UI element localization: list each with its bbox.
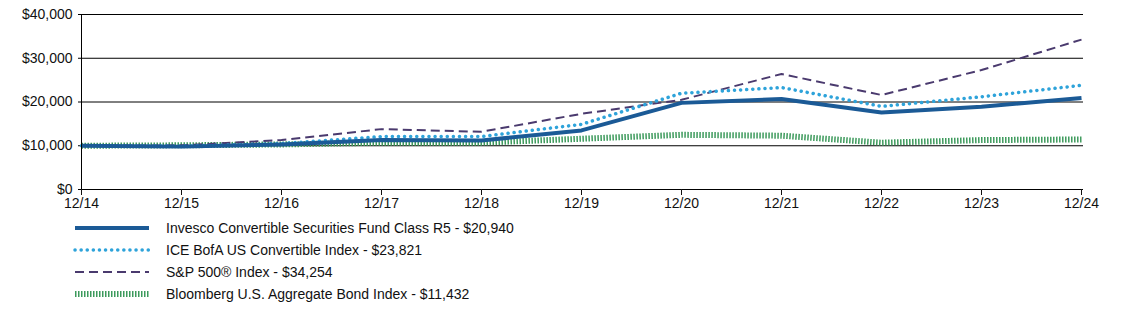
html-text:Bloomberg U.S. Aggregate Bond: Bloomberg U.S. Aggregate Bond Index - $1… <box>166 286 470 302</box>
svg-text:12/19: 12/19 <box>564 195 599 211</box>
html-text:S&P 500® Index - $34,254: S&P 500® Index - $34,254 <box>166 264 333 280</box>
svg-text:12/22: 12/22 <box>864 195 899 211</box>
svg-text:$40,000: $40,000 <box>22 6 73 22</box>
svg-text:12/21: 12/21 <box>764 195 799 211</box>
html-text:ICE BofA US Convertible Index: ICE BofA US Convertible Index - $23,821 <box>166 242 422 258</box>
html-text:Invesco Convertible Securities: Invesco Convertible Securities Fund Clas… <box>166 220 514 236</box>
svg-text:$0: $0 <box>57 181 73 197</box>
svg-text:12/15: 12/15 <box>164 195 199 211</box>
svg-text:12/14: 12/14 <box>64 195 99 211</box>
svg-text:12/23: 12/23 <box>964 195 999 211</box>
svg-text:$20,000: $20,000 <box>22 93 73 109</box>
svg-text:12/18: 12/18 <box>464 195 499 211</box>
svg-text:12/17: 12/17 <box>364 195 399 211</box>
svg-text:$30,000: $30,000 <box>22 50 73 66</box>
svg-text:12/20: 12/20 <box>664 195 699 211</box>
svg-text:12/24: 12/24 <box>1064 195 1099 211</box>
svg-text:$10,000: $10,000 <box>22 137 73 153</box>
svg-text:12/16: 12/16 <box>264 195 299 211</box>
